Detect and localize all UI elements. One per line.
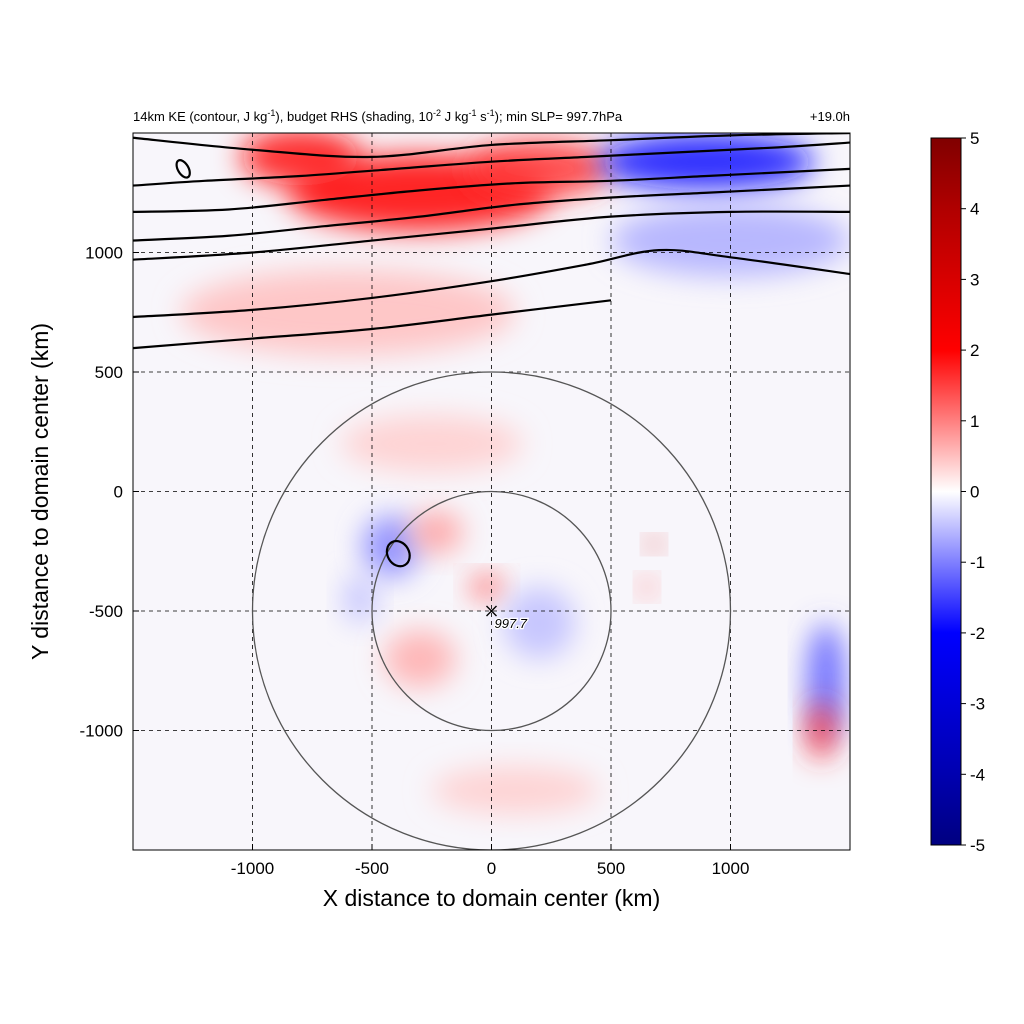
range-circles — [251, 371, 732, 850]
shading-region — [503, 587, 576, 659]
y-tick-label: 500 — [95, 363, 123, 382]
ke-contour-line — [133, 210, 850, 261]
y-ticks: -1000 -500 0 500 1000 — [80, 244, 139, 741]
ke-contour-line — [133, 141, 850, 187]
shading-region — [383, 630, 456, 688]
shading-region — [340, 415, 523, 473]
x-tick-label: 0 — [487, 859, 496, 878]
ke-contour-line — [133, 184, 850, 242]
colorbar-tick-label: 5 — [970, 129, 979, 148]
colorbar-tick-label: 3 — [970, 270, 979, 289]
x-ticks: -1000 -500 0 500 1000 — [231, 844, 750, 878]
shading-region — [639, 578, 655, 596]
colorbar-tick-label: -1 — [970, 553, 985, 572]
colorbar-tick-label: -5 — [970, 836, 985, 855]
ke-contour-closed — [385, 539, 411, 568]
chart-time-label: +19.0h — [810, 109, 850, 124]
x-tick-label: -500 — [355, 859, 389, 878]
y-tick-label: 1000 — [85, 244, 123, 263]
y-tick-label: 0 — [114, 483, 123, 502]
x-tick-label: -1000 — [231, 859, 274, 878]
shading-region — [599, 133, 815, 191]
colorbar-tick-label: 0 — [970, 483, 979, 502]
y-tick-label: -500 — [89, 602, 123, 621]
ke-contours — [133, 133, 850, 568]
shading-region — [467, 140, 611, 198]
ke-contour-closed — [175, 159, 191, 179]
ke-contour-line — [133, 299, 612, 350]
ke-contour-line — [133, 248, 850, 319]
colorbar-tick-label: -2 — [970, 624, 985, 643]
range-circle — [251, 371, 732, 850]
shading-layer — [180, 133, 850, 815]
shading-region — [431, 766, 600, 815]
y-axis-title: Y distance to domain center (km) — [27, 323, 53, 660]
ke-contour-line — [133, 167, 850, 213]
x-tick-label: 1000 — [712, 859, 750, 878]
center-slp-label: 997.7 — [495, 616, 528, 631]
chart-title: 14km KE (contour, J kg-1), budget RHS (s… — [133, 108, 623, 124]
plot-area: 997.7 — [132, 132, 851, 851]
y-tick-label: -1000 — [80, 722, 123, 741]
shading-region — [240, 133, 361, 186]
shading-region — [646, 538, 662, 551]
colorbar-tick-label: 1 — [970, 412, 979, 431]
colorbar-tick-label: 2 — [970, 341, 979, 360]
colorbar-tick-label: 4 — [970, 200, 979, 219]
shading-region — [410, 510, 463, 554]
shading-region — [469, 575, 504, 600]
x-axis-title: X distance to domain center (km) — [323, 885, 660, 911]
colorbar-tick-label: -3 — [970, 695, 985, 714]
center-x-mark — [486, 605, 497, 617]
x-tick-label: 500 — [597, 859, 625, 878]
center-marker: 997.7 — [486, 605, 529, 632]
range-circle — [371, 490, 612, 732]
ke-contour-line — [133, 133, 850, 159]
colorbar-gradient — [930, 137, 962, 846]
colorbar: 5 4 3 2 1 0 -1 -2 -3 -4 -5 — [930, 129, 985, 855]
colorbar-tick-label: -4 — [970, 765, 985, 784]
colorbar-ticks: 5 4 3 2 1 0 -1 -2 -3 -4 -5 — [961, 129, 985, 855]
